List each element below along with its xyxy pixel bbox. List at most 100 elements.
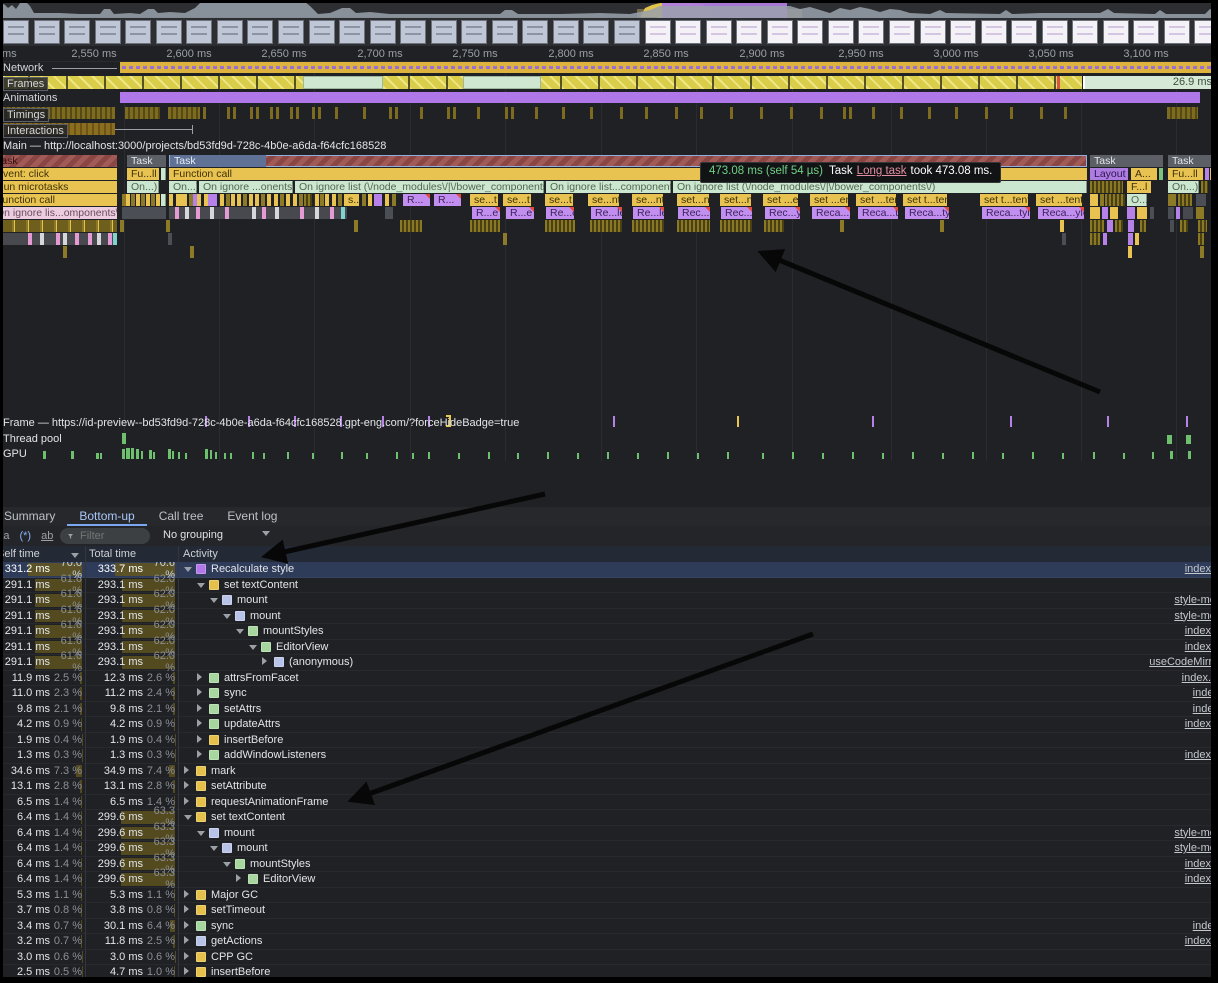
collapse-arrow-icon[interactable] [210, 846, 218, 852]
source-link[interactable]: index.js [1184, 873, 1218, 885]
timing-mark[interactable] [227, 107, 230, 119]
flame-bar[interactable] [261, 194, 265, 206]
source-link[interactable]: index.js [1184, 625, 1218, 637]
timeline-overview[interactable] [0, 0, 1218, 46]
filmstrip-thumbnail[interactable] [430, 20, 457, 44]
activity-cell[interactable]: mount style-mod [178, 826, 1218, 841]
filmstrip-thumbnail[interactable] [552, 20, 579, 44]
flame-bar[interactable] [267, 194, 271, 206]
flame-bar[interactable] [63, 233, 67, 245]
gpu-activity-bar[interactable] [517, 453, 519, 459]
track-label-animations[interactable]: Animations [3, 92, 58, 104]
flame-bar[interactable] [252, 207, 256, 219]
filmstrip-thumbnail[interactable] [583, 20, 610, 44]
expand-arrow-icon[interactable] [184, 765, 189, 774]
expand-arrow-icon[interactable] [197, 688, 202, 697]
flame-bar[interactable] [1201, 181, 1208, 193]
flame-bar[interactable] [368, 194, 372, 206]
expand-arrow-icon[interactable] [184, 951, 189, 960]
flame-bar[interactable] [280, 194, 284, 206]
table-row[interactable]: 331.2 ms 70.0 % 333.7 ms 70.6 % Recalculate … [0, 562, 1218, 581]
source-link[interactable]: useCodeMirror [1149, 656, 1218, 668]
gpu-activity-bar[interactable] [458, 453, 460, 459]
table-row[interactable]: 291.1 ms 61.6 % 293.1 ms 62.0 % (anonymous) u… [0, 650, 1218, 674]
flame-bar[interactable] [1090, 181, 1123, 193]
flame-bar[interactable] [1090, 220, 1104, 232]
activity-cell[interactable]: setAttrs index. [178, 702, 1218, 717]
flame-bar[interactable]: On...) [1168, 181, 1199, 193]
column-header-self-time[interactable]: Self time [0, 548, 40, 560]
flame-bar[interactable]: set ...ent [810, 194, 848, 206]
timing-mark[interactable] [318, 107, 321, 119]
collapse-arrow-icon[interactable] [236, 629, 244, 635]
filter-pill[interactable] [60, 528, 150, 544]
filmstrip-thumbnail[interactable] [186, 20, 213, 44]
flame-bar[interactable] [40, 233, 44, 245]
collapse-arrow-icon[interactable] [249, 644, 257, 650]
table-row[interactable]: 6.4 ms 1.4 % 299.6 ms 63.3 % mount style-mod [0, 821, 1218, 845]
flame-bar[interactable] [392, 194, 396, 206]
gpu-activity-bar[interactable] [287, 452, 289, 459]
timing-mark[interactable] [1040, 107, 1043, 119]
frame-track-header[interactable]: Frame — https://id-preview--bd53fd9d-728… [3, 417, 520, 429]
expand-arrow-icon[interactable] [197, 719, 202, 728]
gpu-activity-bar[interactable] [607, 452, 609, 459]
flame-bar[interactable] [190, 246, 194, 258]
source-link[interactable]: style-mod [1174, 826, 1218, 839]
flame-bar[interactable]: Fu...ll [127, 168, 159, 180]
expand-arrow-icon[interactable] [184, 905, 189, 914]
timing-mark[interactable] [928, 107, 931, 119]
table-row[interactable]: 6.5 ms 1.4 % 6.5 ms 1.4 % requestAnimationFr… [0, 795, 1218, 810]
flame-bar[interactable] [166, 220, 170, 232]
gpu-activity-bar[interactable] [972, 452, 974, 459]
gpu-activity-bar[interactable] [312, 453, 314, 459]
activity-cell[interactable]: insertBefore [178, 965, 1218, 981]
flame-bar[interactable]: A... [1131, 168, 1157, 180]
filmstrip-thumbnail[interactable] [308, 20, 335, 44]
table-row[interactable]: 2.5 ms 0.5 % 4.7 ms 1.0 % insertBefore [0, 965, 1218, 981]
source-link[interactable]: index.js [1184, 640, 1218, 653]
table-row[interactable]: 1.3 ms 0.3 % 1.3 ms 0.3 % addWindowListeners… [0, 748, 1218, 764]
activity-cell[interactable]: requestAnimationFrame [178, 795, 1218, 810]
tab-call-tree[interactable]: Call tree [158, 509, 204, 523]
activity-cell[interactable]: (anonymous) useCodeMirror [178, 655, 1218, 671]
frame-idle-block[interactable] [463, 76, 541, 89]
flame-bar[interactable]: s...t [344, 194, 359, 206]
filmstrip-thumbnail[interactable] [400, 20, 427, 44]
gpu-activity-bar[interactable] [412, 453, 414, 459]
filmstrip-thumbnail[interactable] [1194, 20, 1218, 44]
frame-idle-block[interactable] [303, 76, 383, 89]
match-whole-word-icon[interactable]: ab [41, 530, 54, 542]
flame-bar[interactable]: On...) [169, 181, 197, 193]
expand-arrow-icon[interactable] [197, 703, 202, 712]
flame-bar[interactable] [1196, 207, 1204, 219]
flame-bar[interactable] [146, 194, 150, 206]
flame-bar[interactable] [1100, 194, 1104, 206]
gpu-activity-bar[interactable] [141, 451, 143, 459]
flame-bar[interactable] [120, 220, 124, 232]
filmstrip-thumbnail[interactable] [950, 20, 977, 44]
flame-bar[interactable] [56, 233, 60, 245]
flame-bar[interactable] [286, 194, 290, 206]
timing-mark[interactable] [250, 107, 253, 119]
flame-bar[interactable] [122, 207, 166, 219]
flame-bar[interactable]: Task [170, 155, 266, 167]
flame-bar[interactable] [840, 220, 844, 232]
gpu-activity-bar[interactable] [210, 450, 212, 459]
flame-bar[interactable] [470, 220, 500, 232]
timing-mark[interactable] [335, 107, 338, 119]
timing-mark[interactable] [312, 107, 315, 119]
flame-bar[interactable] [161, 168, 166, 180]
flame-bar[interactable] [0, 220, 117, 232]
flame-bar[interactable]: Fu...ll [1168, 168, 1203, 180]
flame-bar[interactable] [400, 220, 422, 232]
flame-bar[interactable] [1135, 233, 1139, 245]
flame-bar[interactable] [1137, 207, 1147, 219]
timing-mark[interactable] [511, 107, 514, 119]
table-row[interactable]: 34.6 ms 7.3 % 34.9 ms 7.4 % mark [0, 764, 1218, 779]
timing-mark[interactable] [843, 107, 846, 119]
source-link[interactable]: index.js [1184, 563, 1218, 575]
flame-bar[interactable]: set...nt [677, 194, 709, 206]
flame-bar[interactable]: Task [0, 155, 117, 167]
